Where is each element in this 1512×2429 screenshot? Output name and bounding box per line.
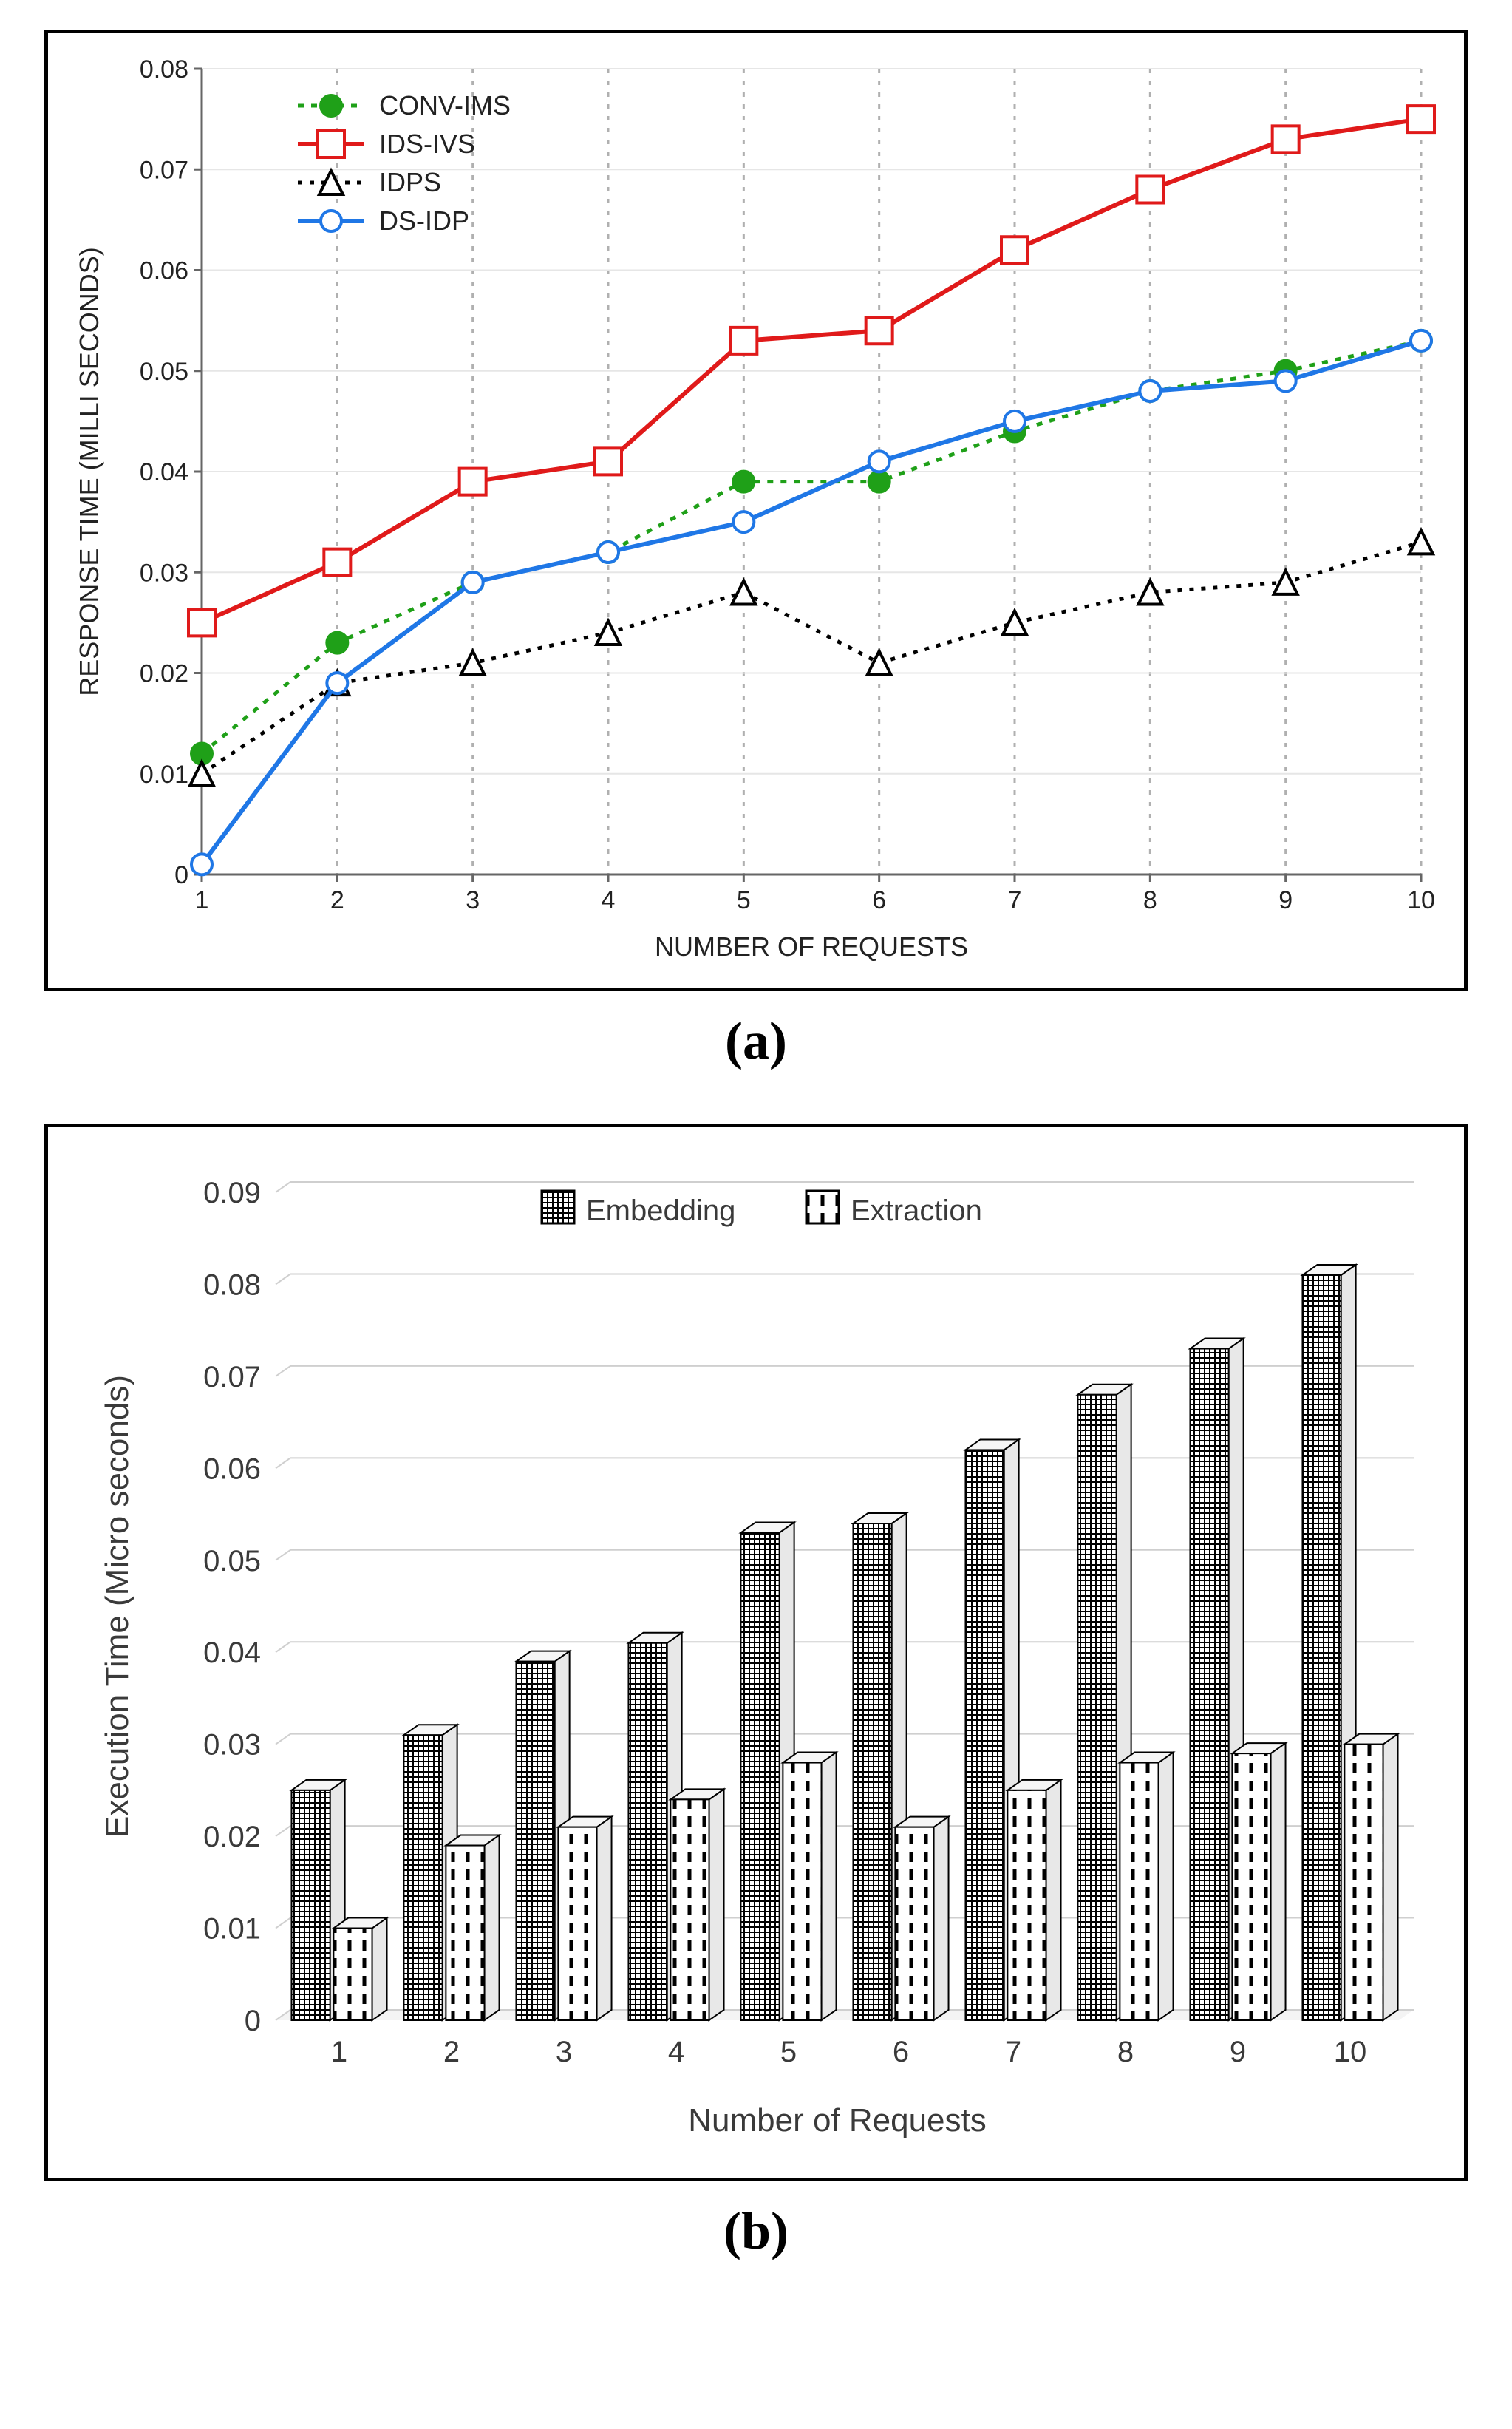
svg-text:4: 4 [668,2036,684,2068]
svg-text:IDS-IVS: IDS-IVS [379,129,475,159]
svg-text:0: 0 [174,861,188,889]
svg-text:1: 1 [331,2036,347,2068]
svg-text:NUMBER OF REQUESTS: NUMBER OF REQUESTS [655,931,968,962]
svg-text:7: 7 [1005,2036,1021,2068]
svg-text:3: 3 [466,886,480,914]
svg-text:2: 2 [330,886,344,914]
svg-text:5: 5 [780,2036,797,2068]
svg-text:Number of Requests: Number of Requests [688,2102,987,2138]
svg-text:0.06: 0.06 [203,1453,261,1485]
svg-text:0.07: 0.07 [203,1361,261,1393]
svg-text:6: 6 [893,2036,909,2068]
svg-text:0.09: 0.09 [203,1177,261,1209]
svg-text:0.04: 0.04 [203,1637,261,1669]
chart-a-panel: 0 0.01 0.02 0.03 0.04 0.05 0.06 0.07 0.08 1 2 3 4 5 6 7… [44,30,1468,991]
svg-text:0.05: 0.05 [140,358,188,386]
chart-b: 0 0.01 0.02 0.03 0.04 0.05 0.06 0.07 0.08 0.09 1 2 3… [61,1141,1451,2161]
caption-b: (b) [44,2201,1468,2262]
svg-text:0.01: 0.01 [140,761,188,789]
svg-text:0.08: 0.08 [140,55,188,84]
svg-text:0.08: 0.08 [203,1268,261,1301]
svg-text:0.07: 0.07 [140,156,188,184]
svg-text:7: 7 [1008,886,1022,914]
chart-b-panel: 0 0.01 0.02 0.03 0.04 0.05 0.06 0.07 0.08 0.09 1 2 3… [44,1124,1468,2181]
svg-text:2: 2 [443,2036,460,2068]
svg-text:Extraction: Extraction [851,1195,982,1227]
svg-text:3: 3 [556,2036,572,2068]
svg-text:6: 6 [872,886,886,914]
svg-text:0.03: 0.03 [203,1729,261,1762]
svg-text:10: 10 [1407,886,1435,914]
svg-text:0: 0 [245,2005,261,2037]
chart-a: 0 0.01 0.02 0.03 0.04 0.05 0.06 0.07 0.08 1 2 3 4 5 6 7… [61,47,1451,971]
svg-text:8: 8 [1143,886,1157,914]
svg-text:0.02: 0.02 [140,660,188,688]
svg-text:CONV-IMS: CONV-IMS [379,90,511,120]
svg-text:0.05: 0.05 [203,1545,261,1577]
svg-text:0.06: 0.06 [140,257,188,285]
svg-text:9: 9 [1230,2036,1246,2068]
svg-text:IDPS: IDPS [379,167,441,197]
svg-text:8: 8 [1117,2036,1134,2068]
svg-text:0.04: 0.04 [140,458,188,486]
svg-text:Embedding: Embedding [586,1195,735,1227]
svg-text:0.03: 0.03 [140,559,188,587]
svg-text:4: 4 [602,886,616,914]
svg-text:Execution Time (Micro seconds): Execution Time (Micro seconds) [99,1375,135,1838]
svg-text:0.02: 0.02 [203,1821,261,1853]
svg-text:1: 1 [195,886,209,914]
caption-a: (a) [44,1010,1468,1072]
svg-text:9: 9 [1278,886,1293,914]
svg-text:0.01: 0.01 [203,1913,261,1946]
svg-text:10: 10 [1334,2036,1367,2068]
svg-text:RESPONSE TIME (MILLI SECONDS): RESPONSE TIME (MILLI SECONDS) [74,247,104,696]
svg-text:DS-IDP: DS-IDP [379,205,469,236]
svg-text:5: 5 [737,886,751,914]
